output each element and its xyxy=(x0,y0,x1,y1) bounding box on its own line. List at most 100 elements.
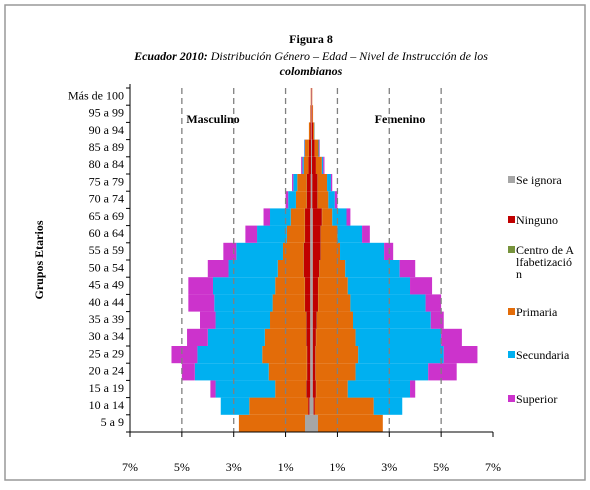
bar-male xyxy=(292,174,293,191)
y-tick-label: 10 a 14 xyxy=(89,398,124,412)
y-tick-label: 25 a 29 xyxy=(89,346,124,360)
bar-female xyxy=(323,157,324,174)
y-tick-label: 70 a 74 xyxy=(89,192,124,206)
bar-female xyxy=(312,140,315,157)
bar-female xyxy=(313,208,322,225)
bar-female xyxy=(332,208,346,225)
bar-female xyxy=(312,294,313,311)
bar-female xyxy=(322,208,332,225)
bar-male xyxy=(310,243,311,260)
bar-female xyxy=(327,174,331,191)
bar-male xyxy=(310,346,311,363)
bar-female xyxy=(374,398,403,415)
bar-female xyxy=(312,105,313,122)
bar-male xyxy=(214,294,272,311)
bar-male xyxy=(291,208,305,225)
bar-female xyxy=(313,277,318,294)
legend-label: Secundaria xyxy=(516,349,576,361)
bar-female xyxy=(313,312,317,329)
bar-female xyxy=(312,380,313,397)
bar-male xyxy=(257,226,287,243)
y-tick-label: 75 a 79 xyxy=(89,174,124,188)
bar-male xyxy=(305,140,309,157)
bar-female xyxy=(347,208,351,225)
bar-female xyxy=(316,157,322,174)
y-tick-label: 50 a 54 xyxy=(89,260,124,274)
right-label: Femenino xyxy=(375,112,426,126)
bar-male xyxy=(171,346,197,363)
bar-female xyxy=(350,294,425,311)
legend-swatch xyxy=(508,308,515,315)
y-tick-label: 5 a 9 xyxy=(101,415,124,429)
bar-male xyxy=(304,157,309,174)
bar-male xyxy=(301,157,302,174)
bar-female xyxy=(312,174,313,191)
bar-female xyxy=(340,243,384,260)
bar-female xyxy=(312,157,313,174)
bar-female xyxy=(426,294,442,311)
bar-female xyxy=(312,208,313,225)
bar-female xyxy=(316,329,355,346)
bar-female xyxy=(316,380,348,397)
bar-female xyxy=(400,260,416,277)
bar-female xyxy=(312,191,313,208)
bar-male xyxy=(188,277,213,294)
bar-female xyxy=(322,157,323,174)
x-tick-label: 5% xyxy=(433,460,449,474)
bar-male xyxy=(305,226,310,243)
y-tick-label: 65 a 69 xyxy=(89,209,124,223)
bar-female xyxy=(313,363,316,380)
bar-female xyxy=(356,329,442,346)
chart-title: Figura 8 xyxy=(289,32,333,46)
bar-male xyxy=(229,260,278,277)
bar-female xyxy=(320,260,346,277)
bar-female xyxy=(312,363,313,380)
y-tick-label: 20 a 24 xyxy=(89,364,124,378)
bar-female xyxy=(312,415,318,432)
legend-label: Primaria xyxy=(516,306,576,318)
bar-male xyxy=(213,277,275,294)
y-tick-label: 80 a 84 xyxy=(89,157,124,171)
subtitle-lead: Ecuador 2010: xyxy=(133,49,208,63)
bar-male xyxy=(262,346,307,363)
bar-male xyxy=(208,260,229,277)
bar-female xyxy=(313,226,321,243)
bar-male xyxy=(307,363,310,380)
legend-swatch xyxy=(508,395,515,402)
bar-female xyxy=(353,312,431,329)
x-tick-label: 1% xyxy=(329,460,345,474)
bar-male xyxy=(304,260,310,277)
bar-male xyxy=(275,380,306,397)
bar-female xyxy=(312,105,313,122)
bar-male xyxy=(216,312,270,329)
bar-male xyxy=(310,363,311,380)
bar-female xyxy=(314,398,315,415)
bar-female xyxy=(312,191,317,208)
bar-female xyxy=(313,243,321,260)
bar-male xyxy=(264,208,270,225)
legend-swatch xyxy=(508,351,515,358)
y-tick-label: 30 a 34 xyxy=(89,329,124,343)
bar-male xyxy=(210,380,215,397)
bar-male xyxy=(182,363,195,380)
bar-male xyxy=(308,157,311,174)
bar-male xyxy=(310,329,311,346)
bar-male xyxy=(311,191,312,208)
bar-male xyxy=(293,174,297,191)
legend-label: Centro de Alfabetización xyxy=(516,244,576,280)
bar-male xyxy=(304,140,305,157)
legend-swatch xyxy=(508,216,515,223)
bar-female xyxy=(315,398,374,415)
bar-female xyxy=(312,157,316,174)
legend-label: Superior xyxy=(516,393,576,405)
subtitle-end: colombianos xyxy=(280,64,343,78)
legend-label: Se ignora xyxy=(516,174,576,186)
y-tick-label: 45 a 49 xyxy=(89,278,124,292)
bar-male xyxy=(275,277,305,294)
bar-female xyxy=(331,174,332,191)
bar-female xyxy=(312,312,313,329)
bar-female xyxy=(318,415,383,432)
bar-female xyxy=(328,191,334,208)
